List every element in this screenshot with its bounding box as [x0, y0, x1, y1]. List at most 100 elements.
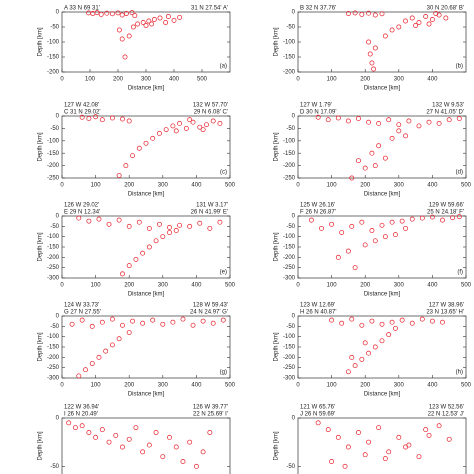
y-tick-label: -100: [283, 40, 296, 46]
data-point: [352, 265, 358, 271]
x-tick-label: 200: [124, 183, 135, 189]
data-point: [89, 323, 95, 329]
data-point: [119, 36, 125, 42]
section-label: B 32 N 37.76': [300, 6, 336, 12]
y-tick-label: -250: [283, 265, 296, 271]
data-point: [349, 223, 355, 229]
data-point: [94, 10, 100, 16]
data-point: [116, 27, 122, 33]
data-point: [163, 127, 169, 133]
data-point: [315, 420, 321, 426]
y-tick-label: -50: [286, 25, 295, 31]
data-point: [86, 430, 92, 435]
data-point: [126, 330, 132, 335]
section-label: F 26 N 26.87': [300, 210, 336, 216]
data-point: [79, 423, 85, 429]
data-point: [446, 117, 452, 123]
plot-frame: [297, 215, 467, 279]
data-point: [369, 318, 375, 324]
x-tick-label: 300: [158, 383, 169, 389]
y-tick-label: -50: [50, 464, 59, 470]
y-tick-label: 0: [292, 10, 296, 16]
data-point: [456, 214, 462, 220]
data-point: [409, 216, 415, 222]
section-label: 127 W 38.96': [429, 303, 464, 309]
data-point: [386, 449, 392, 455]
data-point: [406, 118, 412, 124]
y-tick-label: -300: [47, 276, 60, 282]
data-point: [335, 254, 341, 260]
x-tick-label: 100: [327, 283, 338, 289]
data-point: [456, 116, 462, 121]
data-point: [126, 223, 132, 229]
x-tick-label: 0: [60, 183, 64, 189]
data-point: [156, 221, 162, 227]
data-point: [372, 12, 378, 18]
section-label: 29 N 6.08' C': [194, 110, 228, 116]
data-point: [339, 230, 345, 235]
data-point: [366, 39, 372, 45]
data-point: [160, 321, 166, 327]
y-tick-label: 0: [56, 214, 60, 220]
x-tick-label: 500: [225, 283, 236, 289]
y-axis-label: Depth [km]: [274, 232, 280, 261]
y-tick-label: 0: [56, 314, 60, 320]
data-point: [160, 454, 166, 460]
data-point: [366, 119, 372, 125]
data-point: [345, 11, 351, 16]
y-tick-label: -50: [50, 25, 59, 31]
data-point: [396, 24, 402, 30]
data-point: [133, 425, 139, 431]
data-point: [315, 114, 321, 120]
data-point: [96, 354, 102, 360]
data-point: [416, 123, 422, 129]
plot-frame: [61, 115, 231, 179]
y-tick-label: -150: [47, 151, 60, 157]
y-tick-label: -150: [283, 55, 296, 61]
y-tick-label: 0: [56, 114, 60, 120]
y-tick-label: -100: [283, 334, 296, 340]
section-label: 128 W 59.43': [193, 303, 228, 309]
data-point: [446, 436, 452, 442]
y-tick-label: -200: [283, 255, 296, 261]
y-tick-label: -50: [286, 126, 295, 132]
y-tick-label: -100: [47, 138, 60, 144]
data-point: [440, 319, 445, 325]
x-tick-label: 300: [158, 183, 169, 189]
data-point: [308, 217, 314, 223]
section-label: 123 W 52.56': [429, 405, 464, 411]
x-axis-label: Distance [km]: [364, 86, 401, 92]
x-axis-label: Distance [km]: [128, 86, 165, 92]
x-tick-label: 400: [191, 183, 202, 189]
data-point: [187, 439, 193, 445]
data-point: [104, 10, 110, 16]
data-point: [79, 114, 85, 120]
x-tick-label: 400: [191, 383, 202, 389]
data-point: [173, 128, 179, 134]
data-point: [389, 27, 395, 33]
data-point: [93, 114, 99, 120]
y-tick-label: -50: [286, 224, 295, 230]
x-tick-label: 500: [461, 283, 472, 289]
section-label: 22 N 12.53' J': [428, 412, 464, 418]
data-point: [359, 219, 365, 225]
y-tick-label: -250: [47, 265, 60, 271]
data-point: [376, 425, 382, 431]
data-point: [99, 117, 105, 123]
data-point: [109, 115, 115, 121]
data-point: [399, 317, 405, 323]
y-tick-label: 0: [292, 314, 296, 320]
data-point: [399, 218, 405, 224]
data-point: [96, 216, 102, 222]
data-point: [382, 155, 388, 161]
data-point: [392, 232, 398, 238]
data-point: [342, 463, 348, 469]
section-label: 122 W 36.94': [64, 405, 99, 411]
data-point: [396, 128, 402, 134]
data-point: [356, 116, 361, 121]
x-tick-label: 500: [225, 183, 236, 189]
data-point: [379, 338, 385, 344]
x-tick-label: 0: [296, 383, 300, 389]
data-point: [386, 117, 392, 123]
section-label: 22 N 25.69' I': [193, 412, 228, 418]
